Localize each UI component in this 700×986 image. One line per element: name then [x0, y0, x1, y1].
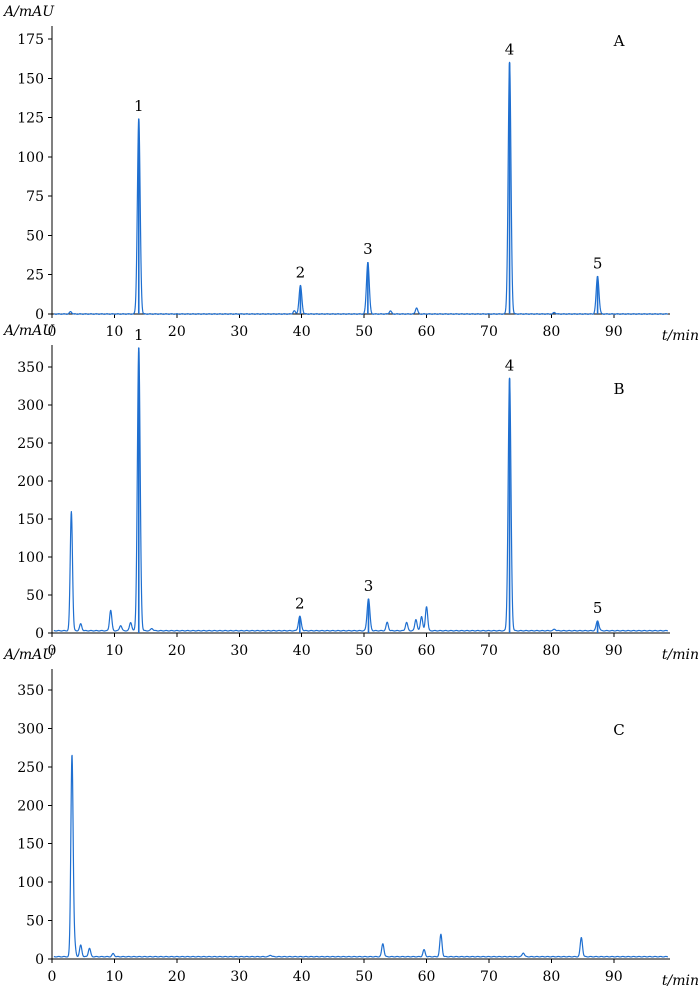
y-tick-label: 175: [17, 32, 44, 48]
x-tick-label: 10: [106, 324, 124, 340]
peak-label: 1: [134, 326, 144, 344]
x-tick-label: 70: [480, 643, 498, 659]
x-tick-label: 40: [293, 643, 311, 659]
x-tick-label: 50: [355, 969, 373, 985]
x-tick-label: 90: [605, 324, 623, 340]
y-tick-label: 100: [17, 150, 44, 166]
x-tick-label: 20: [168, 969, 186, 985]
y-tick-label: 0: [35, 307, 44, 323]
y-tick-label: 125: [17, 111, 44, 127]
y-tick-label: 150: [17, 512, 44, 528]
x-tick-label: 0: [48, 969, 57, 985]
panel-letter: C: [613, 721, 624, 739]
chromatogram-trace: [53, 347, 669, 632]
x-tick-label: 70: [480, 969, 498, 985]
peak-label: 2: [295, 594, 305, 612]
x-tick-label: 10: [106, 969, 124, 985]
y-tick-label: 25: [26, 268, 44, 284]
x-tick-label: 80: [542, 969, 560, 985]
y-tick-label: 0: [35, 952, 44, 968]
y-axis-title: A/mAU: [2, 323, 55, 339]
peak-label: 5: [593, 599, 603, 617]
peak-label: 1: [134, 97, 144, 115]
x-tick-label: 50: [355, 643, 373, 659]
x-tick-label: 70: [480, 324, 498, 340]
x-tick-label: 80: [542, 324, 560, 340]
y-tick-label: 150: [17, 71, 44, 87]
y-tick-label: 50: [26, 914, 44, 930]
x-axis-title: t/min: [662, 973, 699, 986]
y-tick-label: 100: [17, 875, 44, 891]
chromatogram-trace: [53, 754, 669, 958]
x-tick-label: 90: [605, 969, 623, 985]
peak-label: 4: [505, 356, 515, 374]
x-tick-label: 20: [168, 643, 186, 659]
y-tick-label: 200: [17, 474, 44, 490]
x-tick-label: 90: [605, 643, 623, 659]
x-tick-label: 60: [418, 643, 436, 659]
x-tick-label: 10: [106, 643, 124, 659]
peak-label: 3: [364, 577, 374, 595]
x-tick-label: 20: [168, 324, 186, 340]
y-tick-label: 50: [26, 588, 44, 604]
x-axis-title: t/min: [662, 328, 699, 344]
x-tick-label: 60: [418, 324, 436, 340]
y-tick-label: 300: [17, 398, 44, 414]
x-tick-label: 0: [48, 643, 57, 659]
y-tick-label: 75: [26, 189, 44, 205]
y-axis-title: A/mAU: [2, 647, 55, 663]
x-tick-label: 40: [293, 324, 311, 340]
y-tick-label: 350: [17, 683, 44, 699]
chromatogram-trace: [53, 61, 669, 315]
y-tick-label: 50: [26, 228, 44, 244]
y-tick-label: 300: [17, 721, 44, 737]
y-tick-label: 200: [17, 798, 44, 814]
x-tick-label: 40: [293, 969, 311, 985]
y-tick-label: 0: [35, 626, 44, 642]
x-axis-title: t/min: [662, 647, 699, 663]
y-tick-label: 250: [17, 760, 44, 776]
x-tick-label: 30: [230, 969, 248, 985]
y-axis-title: A/mAU: [2, 4, 55, 20]
y-tick-label: 350: [17, 360, 44, 376]
peak-label: 2: [296, 264, 306, 282]
x-tick-label: 60: [418, 969, 436, 985]
peak-label: 3: [363, 240, 373, 258]
y-tick-label: 100: [17, 550, 44, 566]
y-tick-label: 250: [17, 436, 44, 452]
peak-label: 4: [505, 41, 515, 59]
peak-label: 5: [593, 254, 603, 272]
x-tick-label: 30: [230, 643, 248, 659]
panel-letter: A: [613, 32, 625, 50]
panel-letter: B: [613, 380, 624, 398]
y-tick-label: 150: [17, 837, 44, 853]
panel-c: 0 50 100 150 200 250 300 350 0 10 20 30 40 50 60 70 80 90…: [2, 647, 699, 986]
x-tick-label: 30: [230, 324, 248, 340]
x-tick-label: 80: [542, 643, 560, 659]
x-tick-label: 50: [355, 324, 373, 340]
x-tick-label: 0: [48, 324, 57, 340]
